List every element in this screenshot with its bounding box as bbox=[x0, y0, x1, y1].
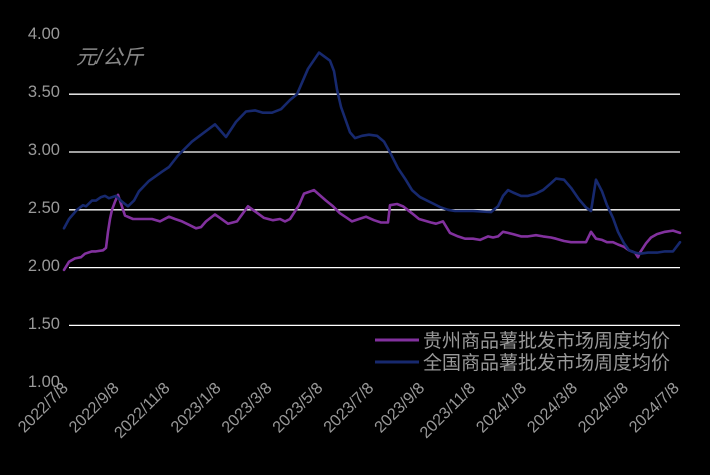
svg-text:4.00: 4.00 bbox=[28, 25, 60, 43]
svg-text:2023/3/8: 2023/3/8 bbox=[218, 379, 275, 436]
svg-text:3.00: 3.00 bbox=[28, 141, 60, 159]
svg-text:2.50: 2.50 bbox=[28, 199, 60, 217]
svg-text:3.50: 3.50 bbox=[28, 83, 60, 101]
svg-text:2023/1/8: 2023/1/8 bbox=[167, 379, 224, 436]
svg-text:1.50: 1.50 bbox=[28, 315, 60, 333]
svg-text:2022/11/8: 2022/11/8 bbox=[111, 379, 174, 442]
svg-text:2024/7/8: 2024/7/8 bbox=[626, 379, 683, 436]
svg-text:元/公斤: 元/公斤 bbox=[76, 46, 145, 69]
svg-text:2023/7/8: 2023/7/8 bbox=[320, 379, 377, 436]
svg-text:2.00: 2.00 bbox=[28, 257, 60, 275]
svg-text:2023/11/8: 2023/11/8 bbox=[416, 379, 479, 442]
svg-text:2024/3/8: 2024/3/8 bbox=[524, 379, 581, 436]
svg-text:2024/1/8: 2024/1/8 bbox=[473, 379, 530, 436]
svg-text:2023/5/8: 2023/5/8 bbox=[269, 379, 326, 436]
svg-text:贵州商品薯批发市场周度均价: 贵州商品薯批发市场周度均价 bbox=[423, 330, 670, 352]
svg-text:2024/5/8: 2024/5/8 bbox=[575, 379, 632, 436]
svg-text:全国商品薯批发市场周度均价: 全国商品薯批发市场周度均价 bbox=[423, 352, 670, 374]
